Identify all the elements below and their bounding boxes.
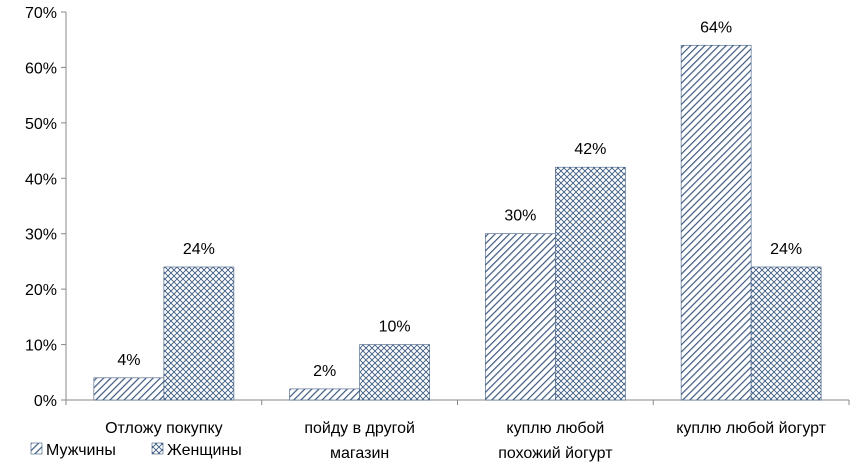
bar-men [680,44,752,401]
data-label: 10% [379,319,411,336]
bar-women [359,344,430,401]
data-label: 42% [574,141,606,158]
category-label: пойду в другой [304,420,415,437]
data-label: 2% [313,363,336,380]
bar-men [93,377,165,401]
bar-women [163,266,235,401]
y-tick-label: 0% [34,393,57,410]
bar-women [750,266,822,401]
data-labels: 4% 2% 30% 64% 24% 10% 42% 24% [117,19,802,380]
legend: Мужчины Женщины [30,442,242,459]
category-label: куплю любой йогурт [676,420,826,437]
bars [93,44,822,401]
bar-men [485,233,556,401]
y-tick-label: 60% [25,60,57,77]
category-label: Отложу покупку [105,420,223,437]
data-label: 4% [117,352,140,369]
legend-label: Женщины [167,442,242,459]
data-label: 24% [183,241,215,258]
category-label: куплю любой [506,420,604,437]
category-labels: Отложу покупку пойду в другой магазин куплю… [105,420,827,462]
category-label: похожий йогурт [498,445,613,462]
legend-swatch-women [151,442,164,455]
y-tick-label: 30% [25,227,57,244]
data-label: 30% [504,208,536,225]
y-tick-label: 70% [25,5,57,22]
legend-swatch-men [30,442,43,455]
category-label: магазин [330,445,389,462]
y-tick-label: 50% [25,116,57,133]
data-label: 24% [770,241,802,258]
y-tick-label: 10% [25,338,57,355]
y-tick-label: 20% [25,282,57,299]
bar-men [289,388,360,401]
y-tick-label: 40% [25,171,57,188]
data-label: 64% [700,19,732,36]
legend-label: Мужчины [46,442,116,459]
bar-women [555,166,626,401]
